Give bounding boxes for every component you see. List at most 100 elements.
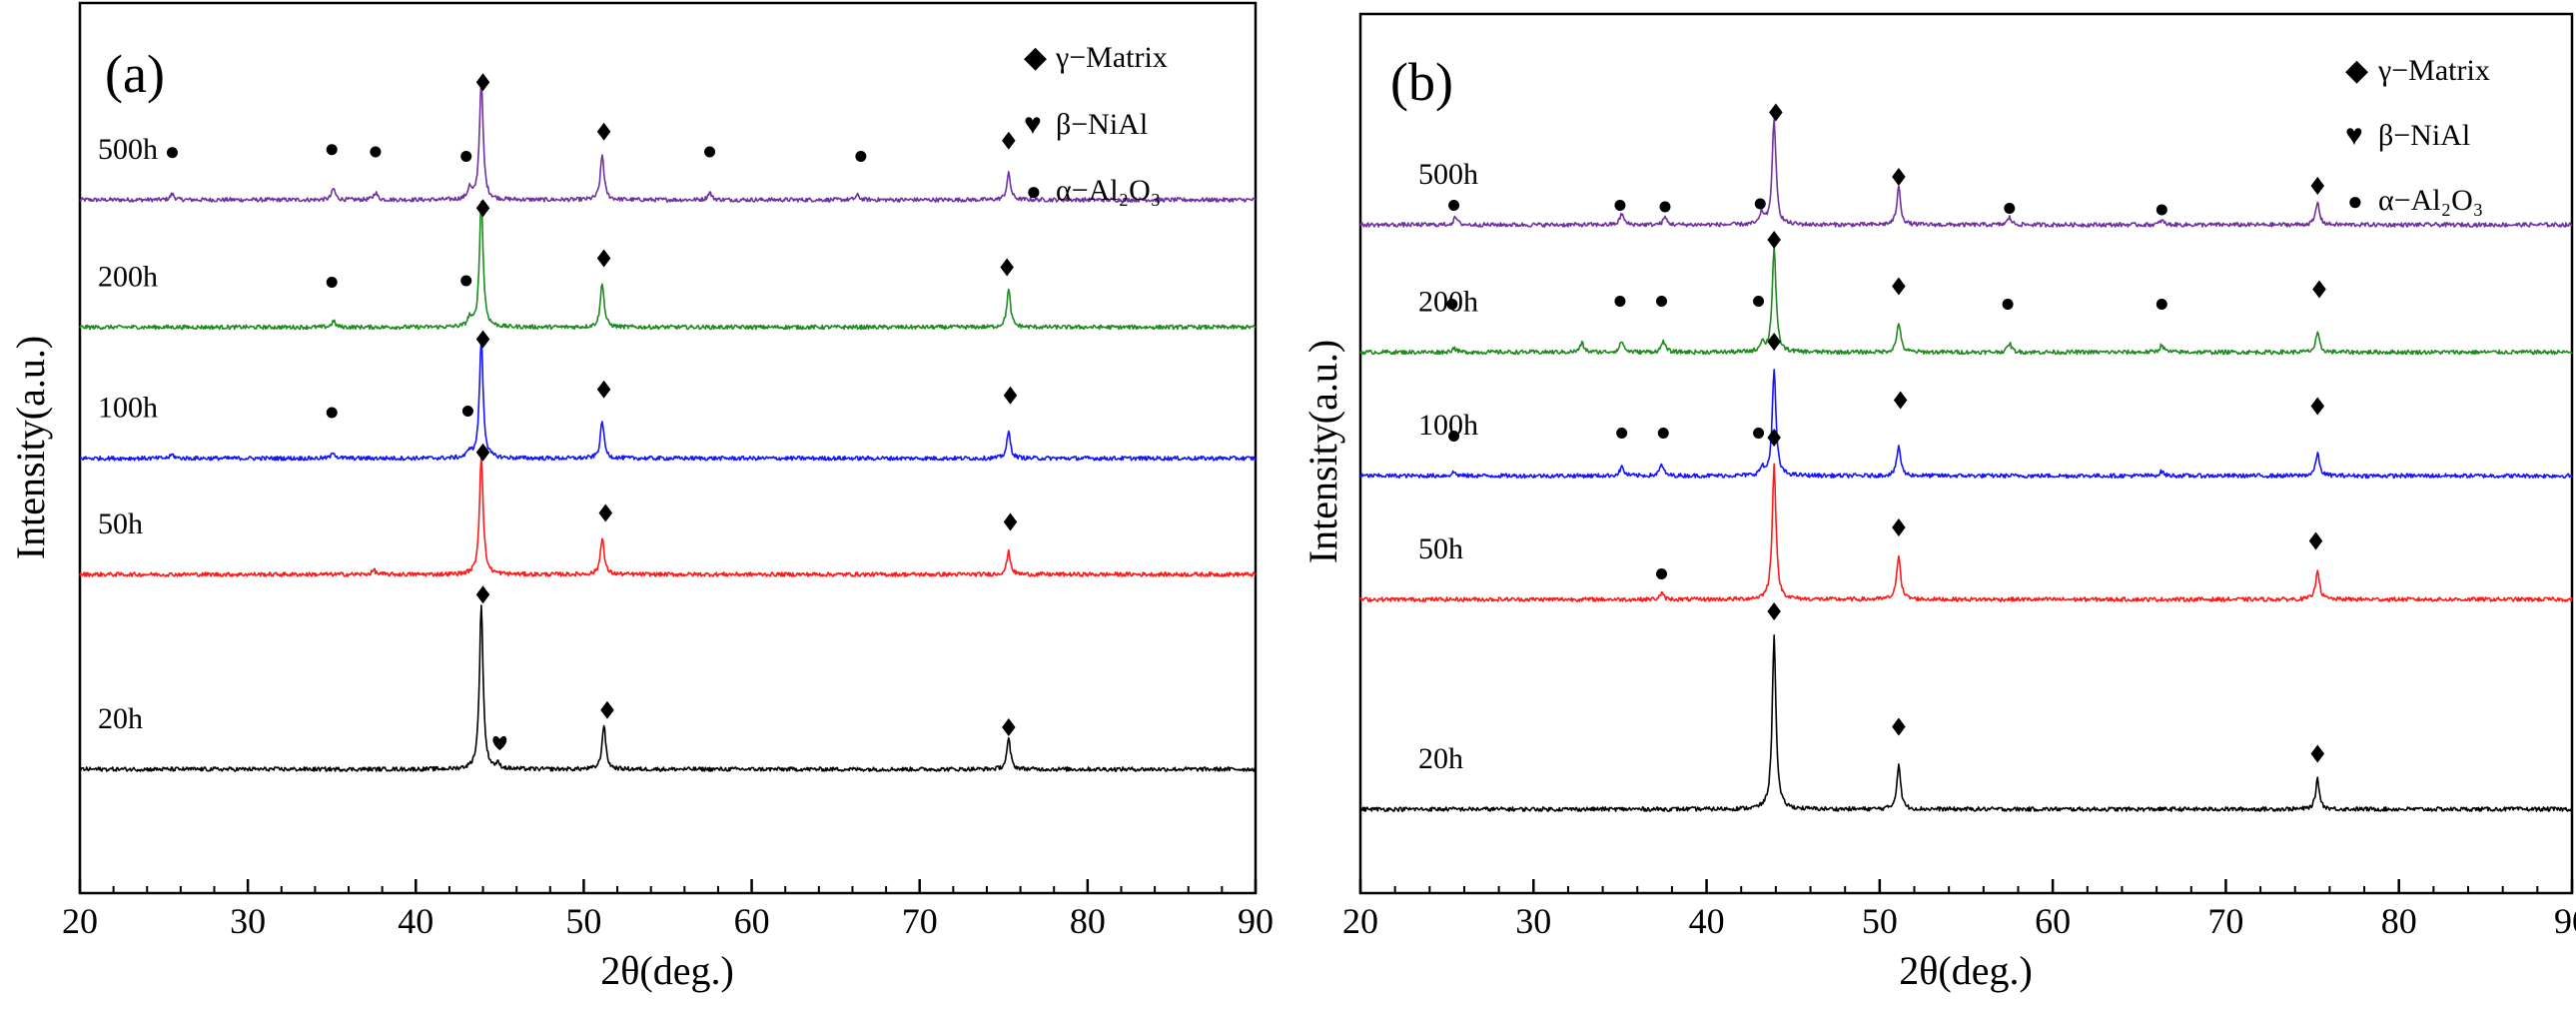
panel-b-x-axis: 20 30 40 50 60 70 80 90 [1342,879,2576,941]
marker-diamond [475,443,490,462]
legend-marker-diamond-icon: ◆ [1024,41,1047,74]
marker-diamond [475,199,490,218]
marker-circle [1754,198,1766,210]
legend-label-nial: β−NiAl [2378,119,2470,152]
series-label-20h: 20h [1418,742,1463,775]
panel-b-x-axis-title: 2θ(deg.) [1899,948,2033,993]
legend-item-alumina: ● α−Al₂O₃ [1026,174,1161,207]
panel-a-legend: ◆ γ−Matrix ♥ β−NiAl ● α−Al₂O₃ [1024,41,1168,207]
legend-marker-circle-icon: ● [2347,187,2363,216]
x-tick-label: 30 [1515,901,1551,941]
x-tick-label: 80 [1070,901,1106,941]
legend-item-alumina: ● α−Al₂O₃ [2347,184,2483,217]
series-label-100h: 100h [1418,409,1478,442]
panel-a-x-axis-title: 2θ(deg.) [600,948,734,993]
marker-diamond [1893,391,1908,410]
marker-circle [1448,431,1460,442]
marker-diamond [475,585,490,604]
x-tick-label: 70 [2207,901,2243,941]
marker-circle [326,407,338,419]
marker-circle [1446,299,1458,310]
legend-marker-circle-icon: ● [1026,177,1042,206]
marker-circle [2155,299,2167,310]
marker-circle [1614,200,1626,211]
series-label-50h: 50h [1418,532,1463,565]
legend-label-nial: β−NiAl [1056,108,1148,141]
panel-b-y-axis-title: Intensity(a.u.) [1300,340,1345,563]
x-tick-label: 70 [902,901,938,941]
marker-circle [166,147,178,159]
marker-diamond [1767,333,1781,351]
marker-circle [2004,203,2016,214]
marker-diamond [1767,602,1781,620]
marker-circle [1614,296,1626,307]
panel-a-frame [78,1,1258,895]
x-tick-label: 60 [2035,901,2071,941]
marker-diamond [1003,386,1018,405]
marker-circle [460,275,472,287]
marker-circle [326,144,338,156]
series-label-100h: 100h [98,392,158,425]
marker-circle [1659,201,1671,213]
legend-item-nial: ♥ β−NiAl [1024,108,1148,141]
xrd-trace-20h [1359,634,2573,812]
panel-a-label: (a) [105,44,165,104]
marker-diamond [1892,717,1906,736]
marker-circle [855,151,867,162]
legend-marker-diamond-icon: ◆ [2345,54,2368,87]
marker-diamond [600,700,614,719]
series-label-500h: 500h [98,133,158,166]
x-tick-label: 30 [230,901,266,941]
legend-label-matrix: γ−Matrix [2377,54,2490,87]
marker-circle [1656,568,1668,579]
marker-diamond [596,380,611,399]
xrd-trace-20h [79,604,1257,772]
x-tick-label: 60 [734,901,770,941]
marker-circle [2155,204,2167,216]
marker-diamond [1767,231,1781,249]
marker-diamond [1892,168,1906,186]
xrd-trace-200h [79,200,1257,331]
x-tick-label: 20 [1342,901,1378,941]
series-label-50h: 50h [98,507,143,540]
marker-circle [460,151,472,162]
xrd-trace-50h [1359,463,2573,602]
panel-a-x-axis: 20 30 40 50 60 70 80 90 [62,879,1274,941]
x-tick-label: 50 [565,901,601,941]
marker-diamond [2312,280,2326,299]
x-tick-label: 20 [62,901,98,941]
legend-label-matrix: γ−Matrix [1055,41,1168,74]
marker-circle [1656,296,1668,307]
xrd-trace-100h [1359,369,2573,480]
xrd-trace-500h [1359,118,2573,228]
marker-diamond [1767,429,1781,447]
x-tick-label: 40 [398,901,433,941]
marker-circle [1753,428,1765,439]
marker-diamond [2310,744,2325,763]
marker-circle [461,406,473,417]
x-tick-label: 40 [1689,901,1725,941]
marker-diamond [596,122,611,141]
x-tick-label: 80 [2381,901,2417,941]
marker-diamond [596,249,611,268]
panel-b-frame [1358,12,2574,895]
legend-item-matrix: ◆ γ−Matrix [1024,41,1168,74]
marker-circle [370,146,382,158]
marker-diamond [475,330,490,349]
x-tick-label: 90 [2554,901,2576,941]
marker-diamond [1000,258,1014,277]
x-tick-label: 50 [1862,901,1898,941]
panel-b-label: (b) [1390,52,1453,112]
marker-circle [1616,428,1628,439]
marker-diamond [1003,512,1018,531]
legend-item-matrix: ◆ γ−Matrix [2345,54,2490,87]
marker-diamond [598,504,613,522]
marker-circle [1448,200,1460,211]
legend-marker-heart-icon: ♥ [2345,119,2363,152]
marker-heart [492,735,507,750]
legend-item-nial: ♥ β−NiAl [2345,119,2470,152]
series-label-20h: 20h [98,702,143,735]
